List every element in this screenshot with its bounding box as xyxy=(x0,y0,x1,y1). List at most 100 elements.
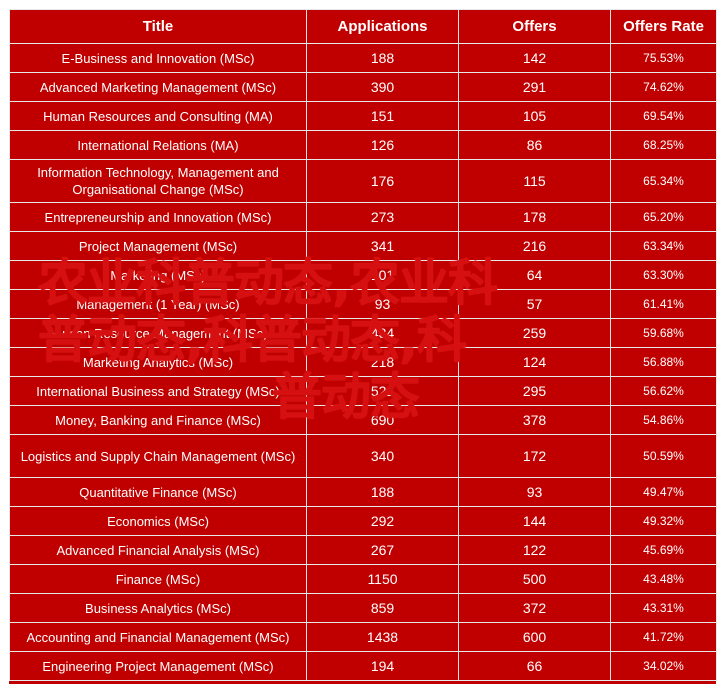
table-header-row: Title Applications Offers Offers Rate xyxy=(9,9,717,44)
cell-offers-rate: 49.47% xyxy=(610,477,717,507)
header-offers: Offers xyxy=(458,9,611,44)
header-offers-rate: Offers Rate xyxy=(610,9,717,44)
cell-title: Marketing (MSc) xyxy=(9,260,307,290)
table-row: Finance (MSc) 1150 500 43.48% xyxy=(9,564,717,594)
cell-applications: 126 xyxy=(306,130,459,160)
cell-offers-rate: 59.68% xyxy=(610,318,717,348)
cell-title: International Business and Strategy (MSc… xyxy=(9,376,307,406)
table-row: Management (1 Year) (MSc) 93 57 61.41% xyxy=(9,289,717,319)
cell-title: Human Resources and Consulting (MA) xyxy=(9,101,307,131)
cell-offers: 124 xyxy=(458,347,611,377)
table-row: International Relations (MA) 126 86 68.25% xyxy=(9,130,717,160)
table-row: E-Business and Innovation (MSc) 188 142 75.… xyxy=(9,43,717,73)
cell-title: Money, Banking and Finance (MSc) xyxy=(9,405,307,435)
cell-title: Entrepreneurship and Innovation (MSc) xyxy=(9,202,307,232)
cell-offers-rate: 50.59% xyxy=(610,434,717,478)
cell-title: Marketing Analytics (MSc) xyxy=(9,347,307,377)
table-row: Project Management (MSc) 341 216 63.34% xyxy=(9,231,717,261)
cell-offers-rate: 63.34% xyxy=(610,231,717,261)
cell-offers: 115 xyxy=(458,159,611,203)
table-row: Business Analytics (MSc) 859 372 43.31% xyxy=(9,593,717,623)
cell-applications: 176 xyxy=(306,159,459,203)
cell-title: Quantitative Finance (MSc) xyxy=(9,477,307,507)
cell-offers-rate: 43.48% xyxy=(610,564,717,594)
cell-applications: 188 xyxy=(306,43,459,73)
cell-title: Engineering Project Management (MSc) xyxy=(9,651,307,681)
table-row: Advanced Financial Analysis (MSc) 267 122 4… xyxy=(9,535,717,565)
table-row: Engineering Project Management (MSc) 194 6… xyxy=(9,651,717,681)
cell-offers: 64 xyxy=(458,260,611,290)
cell-offers-rate: 45.69% xyxy=(610,535,717,565)
cell-applications: 1438 xyxy=(306,622,459,652)
cell-offers-rate: 68.25% xyxy=(610,130,717,160)
header-title: Title xyxy=(9,9,307,44)
cell-offers-rate: 49.32% xyxy=(610,506,717,536)
cell-offers: 93 xyxy=(458,477,611,507)
cell-title: Project Management (MSc) xyxy=(9,231,307,261)
cell-applications: 341 xyxy=(306,231,459,261)
cell-applications: 273 xyxy=(306,202,459,232)
cell-offers: 57 xyxy=(458,289,611,319)
cell-applications: 390 xyxy=(306,72,459,102)
cell-offers: 378 xyxy=(458,405,611,435)
cell-title: Management (1 Year) (MSc) xyxy=(9,289,307,319)
table-row: Economics (MSc) 292 144 49.32% xyxy=(9,506,717,536)
cell-offers: 172 xyxy=(458,434,611,478)
cell-applications: 151 xyxy=(306,101,459,131)
cell-applications: 292 xyxy=(306,506,459,536)
cell-title: Advanced Financial Analysis (MSc) xyxy=(9,535,307,565)
cell-title: Information Technology, Management and O… xyxy=(9,159,307,203)
header-applications: Applications xyxy=(306,9,459,44)
cell-offers: 142 xyxy=(458,43,611,73)
cell-offers-rate: 65.20% xyxy=(610,202,717,232)
cell-offers: 178 xyxy=(458,202,611,232)
cell-offers: 144 xyxy=(458,506,611,536)
table-row: Marketing (MSc) 101 64 63.30% xyxy=(9,260,717,290)
cell-offers-rate: 74.62% xyxy=(610,72,717,102)
cell-title: International Relations (MA) xyxy=(9,130,307,160)
table-row: Human Resources and Consulting (MA) 151 10… xyxy=(9,101,717,131)
cell-title: Human Resource Management (MSc) xyxy=(9,318,307,348)
cell-applications: 859 xyxy=(306,593,459,623)
cell-offers: 295 xyxy=(458,376,611,406)
cell-offers-rate: 41.72% xyxy=(610,622,717,652)
table-container: Title Applications Offers Offers Rate E-… xyxy=(9,9,717,684)
cell-title: Logistics and Supply Chain Management (M… xyxy=(9,434,307,478)
cell-applications: 690 xyxy=(306,405,459,435)
cell-offers-rate: 56.88% xyxy=(610,347,717,377)
cell-applications: 340 xyxy=(306,434,459,478)
cell-title: Economics (MSc) xyxy=(9,506,307,536)
cell-title: Business Analytics (MSc) xyxy=(9,593,307,623)
cell-offers-rate: 43.31% xyxy=(610,593,717,623)
cell-offers-rate: 65.34% xyxy=(610,159,717,203)
cell-applications: 521 xyxy=(306,376,459,406)
table-row: Information Technology, Management and O… xyxy=(9,159,717,203)
cell-offers-rate: 56.62% xyxy=(610,376,717,406)
cell-applications: 93 xyxy=(306,289,459,319)
cell-offers: 291 xyxy=(458,72,611,102)
cell-offers: 105 xyxy=(458,101,611,131)
cell-title: Finance (MSc) xyxy=(9,564,307,594)
cell-offers: 372 xyxy=(458,593,611,623)
table-row: Accounting and Financial Management (MSc… xyxy=(9,622,717,652)
cell-applications: 1150 xyxy=(306,564,459,594)
cell-offers: 259 xyxy=(458,318,611,348)
cell-offers: 66 xyxy=(458,651,611,681)
cell-offers-rate: 63.30% xyxy=(610,260,717,290)
cell-title: E-Business and Innovation (MSc) xyxy=(9,43,307,73)
cell-applications: 101 xyxy=(306,260,459,290)
cell-offers-rate: 54.86% xyxy=(610,405,717,435)
cell-applications: 267 xyxy=(306,535,459,565)
cell-offers-rate: 75.53% xyxy=(610,43,717,73)
cell-offers: 86 xyxy=(458,130,611,160)
table-row: Entrepreneurship and Innovation (MSc) 273… xyxy=(9,202,717,232)
cell-offers: 216 xyxy=(458,231,611,261)
cell-offers-rate: 34.02% xyxy=(610,651,717,681)
table-row: Quantitative Finance (MSc) 188 93 49.47% xyxy=(9,477,717,507)
table-row: Marketing Analytics (MSc) 218 124 56.88% xyxy=(9,347,717,377)
cell-title: Accounting and Financial Management (MSc… xyxy=(9,622,307,652)
cell-offers-rate: 69.54% xyxy=(610,101,717,131)
cell-applications: 218 xyxy=(306,347,459,377)
table-row: Advanced Marketing Management (MSc) 390 29… xyxy=(9,72,717,102)
cell-applications: 188 xyxy=(306,477,459,507)
